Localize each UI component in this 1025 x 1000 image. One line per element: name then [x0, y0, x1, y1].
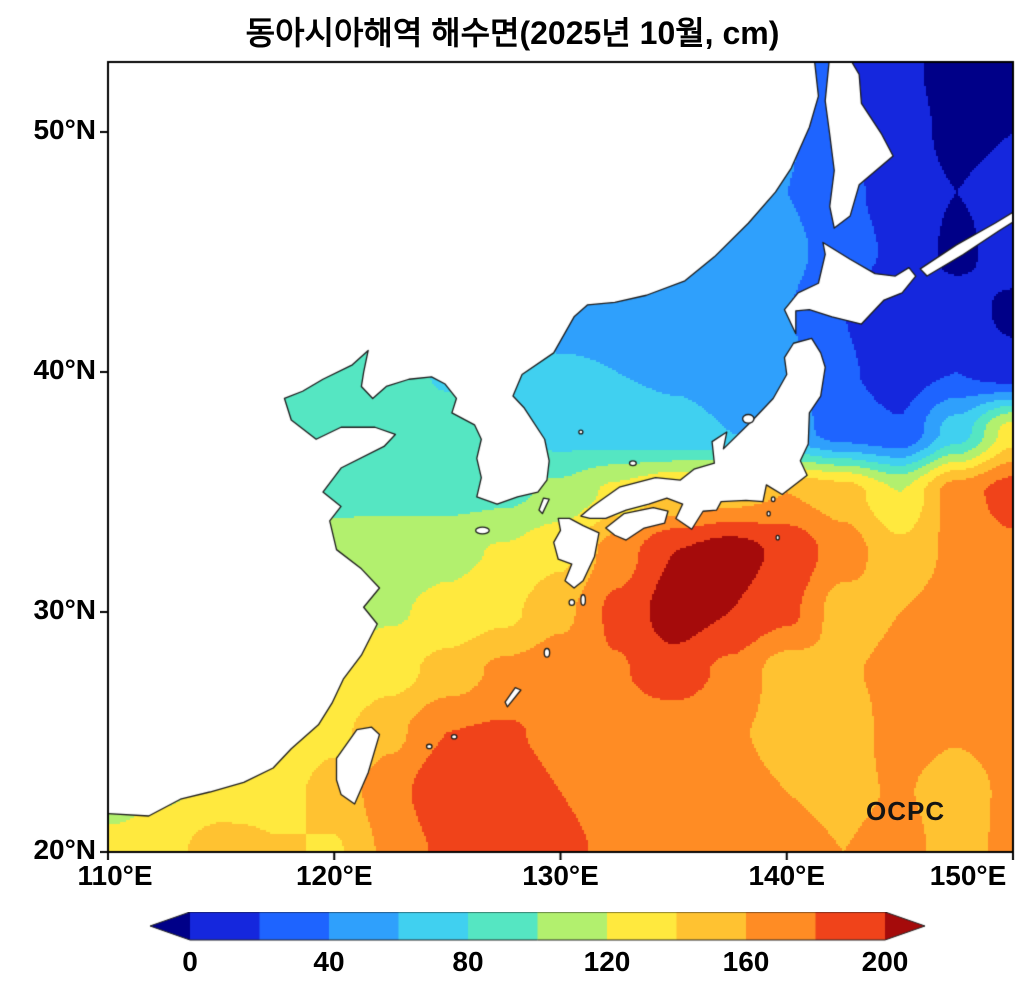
colorbar-tick-label: 80	[452, 946, 484, 977]
y-tick-label: 20°N	[33, 834, 96, 865]
chart-title: 동아시아해역 해수면(2025년 10월, cm)	[245, 15, 780, 51]
colorbar-tick-label: 0	[182, 946, 198, 977]
colorbar-canvas	[140, 912, 940, 946]
x-tick-label: 150°E	[929, 860, 1007, 891]
colorbar-tick-label: 200	[861, 946, 909, 977]
watermark-ocpc: OCPC	[866, 796, 946, 826]
map-canvas	[100, 54, 1021, 860]
colorbar-tick-label: 160	[722, 946, 770, 977]
x-tick-label: 140°E	[748, 860, 826, 891]
colorbar-tick-label: 120	[583, 946, 631, 977]
x-tick-label: 130°E	[522, 860, 599, 891]
x-tick-label: 110°E	[77, 860, 153, 891]
y-tick-label: 40°N	[33, 354, 96, 386]
y-tick-label: 30°N	[33, 594, 96, 626]
y-tick-label: 50°N	[33, 114, 96, 146]
x-tick-label: 120°E	[295, 860, 373, 891]
colorbar-tick-label: 40	[313, 946, 345, 977]
